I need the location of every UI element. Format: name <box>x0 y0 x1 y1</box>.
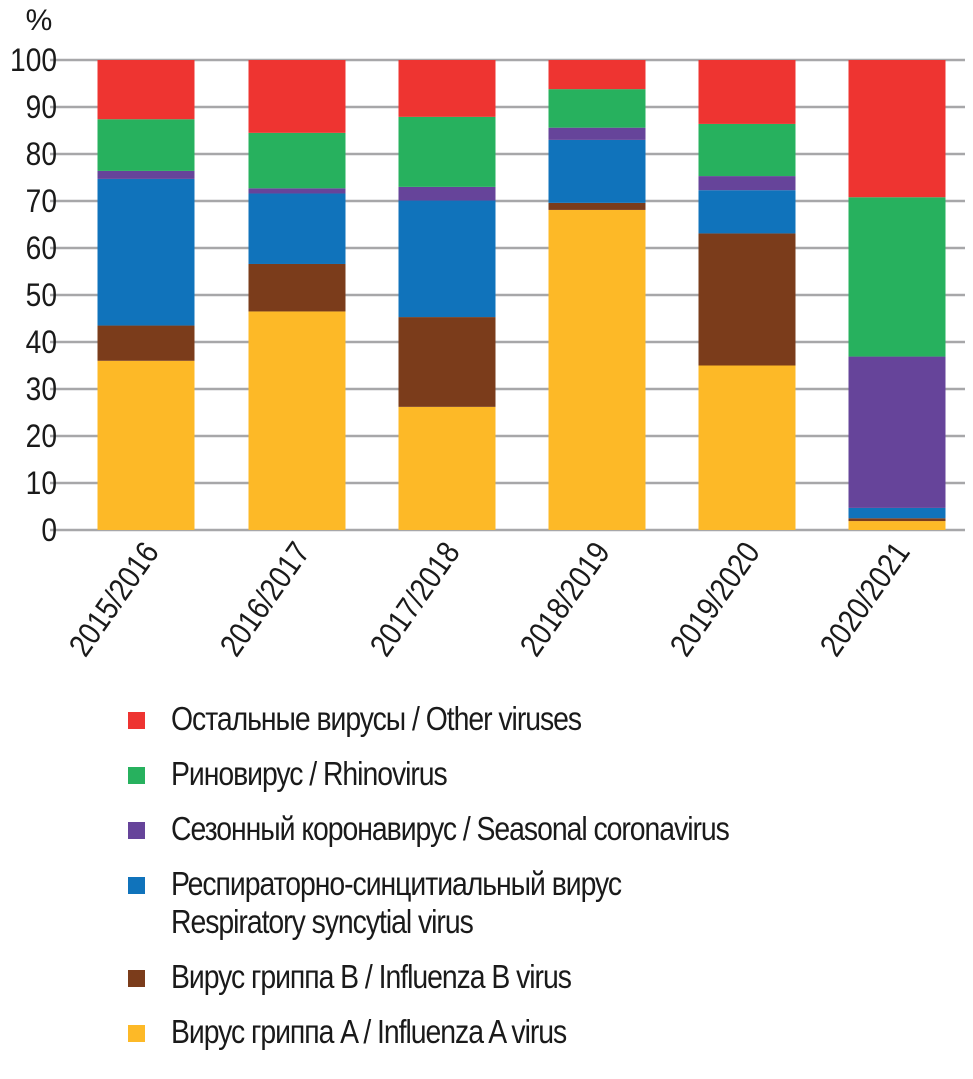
bar-segment <box>548 202 646 210</box>
legend: Остальные вирусы / Other viruses Риновиру… <box>128 700 968 1068</box>
y-tick-label: 30 <box>26 372 57 407</box>
bar-segment <box>97 325 195 361</box>
bar-segment <box>97 119 195 171</box>
x-tick-label: 2015/2016 <box>63 536 167 663</box>
legend-swatch <box>128 970 145 987</box>
bar-stack <box>97 60 195 530</box>
legend-label: Вирус гриппа B / Influenza B virus <box>171 958 572 996</box>
bar-segment <box>698 233 796 366</box>
bar-segment <box>698 365 796 530</box>
legend-label-line: Сезонный коронавирус / Seasonal coronavi… <box>171 810 730 847</box>
bar-segment <box>698 60 796 124</box>
y-tick-label: 90 <box>26 90 57 125</box>
y-tick-label: 70 <box>26 184 57 219</box>
bar-stack <box>848 60 946 530</box>
legend-item: Сезонный коронавирус / Seasonal coronavi… <box>128 810 968 848</box>
legend-label: Респираторно-синцитиальный вирус Respirat… <box>171 865 622 941</box>
legend-swatch <box>128 767 145 784</box>
bar-segment <box>248 263 346 312</box>
y-tick-label: 20 <box>26 419 57 454</box>
bar-segment <box>248 60 346 133</box>
bar-segment <box>248 311 346 530</box>
legend-label-line: Вирус гриппа B / Influenza B virus <box>171 958 572 995</box>
legend-swatch <box>128 822 145 839</box>
bar-segment <box>398 186 496 201</box>
bar-segment <box>97 178 195 326</box>
bar-segment <box>848 60 946 198</box>
bar-segment <box>97 360 195 530</box>
legend-item: Вирус гриппа A / Influenza A virus <box>128 1013 968 1051</box>
bar-stack <box>698 60 796 530</box>
bar-segment <box>848 507 946 519</box>
x-tick-label: 2020/2021 <box>814 536 918 663</box>
bar-segment <box>398 116 496 187</box>
bar-segment <box>548 209 646 530</box>
bar-segment <box>548 139 646 203</box>
bar-segment <box>848 197 946 357</box>
bar-segment <box>398 60 496 117</box>
bar-segment <box>698 190 796 234</box>
x-tick-label: 2018/2019 <box>514 536 618 663</box>
x-tick-label: 2017/2018 <box>364 536 468 663</box>
bar-segment <box>248 193 346 264</box>
y-tick-label: 60 <box>26 231 57 266</box>
legend-item: Остальные вирусы / Other viruses <box>128 700 968 738</box>
bar-segment <box>548 60 646 90</box>
y-axis-label: % <box>26 4 53 37</box>
legend-swatch <box>128 1025 145 1042</box>
legend-label-line: Respiratory syncytial virus <box>171 903 474 940</box>
bar-segment <box>548 127 646 140</box>
legend-label: Остальные вирусы / Other viruses <box>171 700 582 738</box>
stacked-bar-chart: 0 10 20 30 40 50 60 70 80 90 100 % 2015/2016 2016/2… <box>10 4 965 663</box>
bar-stack <box>398 60 496 530</box>
bar-segment <box>548 89 646 128</box>
legend-swatch <box>128 712 145 729</box>
gridlines <box>50 58 965 532</box>
y-tick-label: 100 <box>10 43 57 78</box>
legend-swatch <box>128 877 145 894</box>
bar-stack <box>248 60 346 530</box>
bar-segment <box>848 356 946 508</box>
y-axis-ticks: 0 10 20 30 40 50 60 70 80 90 100 <box>10 43 57 548</box>
bar-segment <box>248 188 346 194</box>
bars <box>97 60 946 530</box>
legend-item: Респираторно-синцитиальный вирус Respirat… <box>128 865 968 941</box>
legend-label: Вирус гриппа A / Influenza A virus <box>171 1013 567 1051</box>
legend-label: Сезонный коронавирус / Seasonal coronavi… <box>171 810 730 848</box>
bar-stack <box>548 60 646 530</box>
bar-segment <box>97 170 195 179</box>
y-tick-label: 0 <box>41 513 57 548</box>
bar-segment <box>398 406 496 530</box>
bar-segment <box>398 317 496 407</box>
bar-segment <box>848 518 946 522</box>
legend-label-line: Вирус гриппа A / Influenza A virus <box>171 1013 567 1050</box>
bar-segment <box>97 60 195 120</box>
bar-segment <box>698 123 796 177</box>
legend-label-line: Риновирус / Rhinovirus <box>171 755 448 792</box>
x-tick-label: 2016/2017 <box>214 536 318 663</box>
legend-item: Риновирус / Rhinovirus <box>128 755 968 793</box>
legend-item: Вирус гриппа B / Influenza B virus <box>128 958 968 996</box>
bar-segment <box>398 200 496 318</box>
legend-label-line: Остальные вирусы / Other viruses <box>171 700 582 737</box>
y-tick-label: 10 <box>26 466 57 501</box>
x-axis-ticks: 2015/2016 2016/2017 2017/2018 2018/2019 2019… <box>63 536 918 663</box>
legend-label: Риновирус / Rhinovirus <box>171 755 448 793</box>
bar-segment <box>848 521 946 530</box>
legend-label-line: Респираторно-синцитиальный вирус <box>171 865 622 902</box>
y-tick-label: 40 <box>26 325 57 360</box>
y-tick-label: 80 <box>26 137 57 172</box>
bar-segment <box>248 132 346 189</box>
y-tick-label: 50 <box>26 278 57 313</box>
bar-segment <box>698 176 796 191</box>
x-tick-label: 2019/2020 <box>664 536 768 663</box>
